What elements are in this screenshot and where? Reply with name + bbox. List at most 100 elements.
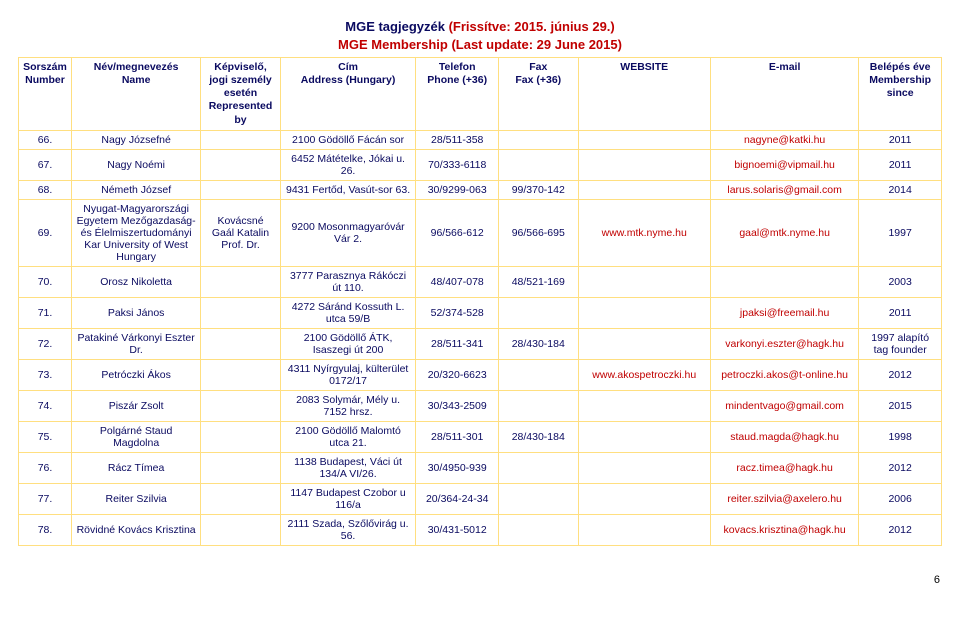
table-cell (578, 130, 710, 149)
table-cell: 2011 (859, 297, 942, 328)
table-cell: 2100 Gödöllő Malomtó utca 21. (280, 421, 416, 452)
table-cell: 1138 Budapest, Váci út 134/A VI/26. (280, 452, 416, 483)
table-cell: 48/407-078 (416, 266, 499, 297)
table-cell: 2100 Gödöllő ÁTK, Isaszegi út 200 (280, 328, 416, 359)
th-fax: FaxFax (+36) (499, 58, 578, 131)
table-cell (578, 297, 710, 328)
table-cell: 78. (19, 514, 72, 545)
table-cell: 30/9299-063 (416, 180, 499, 199)
table-cell: 2083 Solymár, Mély u. 7152 hrsz. (280, 390, 416, 421)
email-link[interactable]: bignoemi@vipmail.hu (734, 159, 835, 171)
website-link[interactable]: www.mtk.nyme.hu (602, 227, 687, 239)
title-en: MGE Membership (Last update: 29 June 201… (338, 37, 622, 52)
email-link[interactable]: mindentvago@gmail.com (725, 400, 844, 412)
table-cell: 74. (19, 390, 72, 421)
table-cell (499, 483, 578, 514)
table-cell: mindentvago@gmail.com (710, 390, 858, 421)
table-cell (201, 149, 280, 180)
table-cell: 2003 (859, 266, 942, 297)
table-cell: 4311 Nyírgyulaj, külterület 0172/17 (280, 359, 416, 390)
table-cell: 71. (19, 297, 72, 328)
table-cell: 70/333-6118 (416, 149, 499, 180)
table-cell (499, 390, 578, 421)
table-cell: 52/374-528 (416, 297, 499, 328)
table-row: 76.Rácz Tímea1138 Budapest, Váci út 134/… (19, 452, 942, 483)
table-cell: 2012 (859, 514, 942, 545)
table-cell: 70. (19, 266, 72, 297)
table-cell: 67. (19, 149, 72, 180)
email-link[interactable]: petroczki.akos@t-online.hu (721, 369, 848, 381)
table-cell (578, 514, 710, 545)
th-year: Belépés éveMembership since (859, 58, 942, 131)
email-link[interactable]: gaal@mtk.nyme.hu (739, 227, 830, 239)
email-link[interactable]: racz.timea@hagk.hu (736, 462, 832, 474)
table-cell: bignoemi@vipmail.hu (710, 149, 858, 180)
table-cell: reiter.szilvia@axelero.hu (710, 483, 858, 514)
table-row: 73.Petróczki Ákos4311 Nyírgyulaj, külter… (19, 359, 942, 390)
table-cell (578, 328, 710, 359)
table-cell (499, 297, 578, 328)
th-number: SorszámNumber (19, 58, 72, 131)
table-cell: 2100 Gödöllő Fácán sor (280, 130, 416, 149)
table-cell (201, 328, 280, 359)
table-cell: 28/430-184 (499, 421, 578, 452)
title-hu-suffix: (Frissítve: 2015. június 29.) (445, 19, 615, 34)
page-number: 6 (18, 574, 942, 586)
table-row: 66.Nagy Józsefné2100 Gödöllő Fácán sor28… (19, 130, 942, 149)
email-link[interactable]: jpaksi@freemail.hu (740, 307, 829, 319)
table-cell: 96/566-695 (499, 199, 578, 266)
table-cell: Orosz Nikoletta (71, 266, 200, 297)
table-row: 71.Paksi János4272 Sáránd Kossuth L. utc… (19, 297, 942, 328)
table-cell: 9200 Mosonmagyaróvár Vár 2. (280, 199, 416, 266)
table-cell: kovacs.krisztina@hagk.hu (710, 514, 858, 545)
table-cell: 2012 (859, 452, 942, 483)
table-cell: Rácz Tímea (71, 452, 200, 483)
table-row: 67.Nagy Noémi6452 Mátételke, Jókai u. 26… (19, 149, 942, 180)
table-cell: varkonyi.eszter@hagk.hu (710, 328, 858, 359)
table-cell: 77. (19, 483, 72, 514)
email-link[interactable]: nagyne@katki.hu (744, 134, 825, 146)
table-cell: 99/370-142 (499, 180, 578, 199)
table-cell (578, 266, 710, 297)
table-cell (201, 452, 280, 483)
th-email: E-mail (710, 58, 858, 131)
table-cell: 30/4950-939 (416, 452, 499, 483)
th-rep: Képviselő, jogi személy eseténRepresente… (201, 58, 280, 131)
table-cell: petroczki.akos@t-online.hu (710, 359, 858, 390)
table-cell: Petróczki Ákos (71, 359, 200, 390)
email-link[interactable]: varkonyi.eszter@hagk.hu (725, 338, 844, 350)
table-cell: 69. (19, 199, 72, 266)
table-cell: www.akospetroczki.hu (578, 359, 710, 390)
website-link[interactable]: www.akospetroczki.hu (592, 369, 696, 381)
table-cell (201, 297, 280, 328)
table-cell (499, 514, 578, 545)
table-cell (578, 149, 710, 180)
page-title: MGE tagjegyzék (Frissítve: 2015. június … (18, 18, 942, 53)
table-cell: 30/343-2509 (416, 390, 499, 421)
table-cell: 96/566-612 (416, 199, 499, 266)
table-cell (578, 421, 710, 452)
table-header-row: SorszámNumber Név/megnevezésName Képvise… (19, 58, 942, 131)
table-cell: Paksi János (71, 297, 200, 328)
email-link[interactable]: larus.solaris@gmail.com (727, 184, 842, 196)
table-cell: 2006 (859, 483, 942, 514)
table-body: 66.Nagy Józsefné2100 Gödöllő Fácán sor28… (19, 130, 942, 545)
table-cell (201, 514, 280, 545)
table-cell: www.mtk.nyme.hu (578, 199, 710, 266)
table-cell (201, 421, 280, 452)
table-cell: 2011 (859, 149, 942, 180)
table-cell (499, 452, 578, 483)
table-cell: Nagy Noémi (71, 149, 200, 180)
table-cell: Piszár Zsolt (71, 390, 200, 421)
table-row: 69.Nyugat-Magyarországi Egyetem Mezőgazd… (19, 199, 942, 266)
table-cell: racz.timea@hagk.hu (710, 452, 858, 483)
email-link[interactable]: staud.magda@hagk.hu (730, 431, 839, 443)
email-link[interactable]: reiter.szilvia@axelero.hu (727, 493, 842, 505)
table-cell: 2111 Szada, Szőlővirág u. 56. (280, 514, 416, 545)
table-cell (201, 180, 280, 199)
table-cell: 9431 Fertőd, Vasút-sor 63. (280, 180, 416, 199)
table-cell: 28/511-358 (416, 130, 499, 149)
email-link[interactable]: kovacs.krisztina@hagk.hu (724, 524, 846, 536)
table-cell: 1998 (859, 421, 942, 452)
table-cell: 28/430-184 (499, 328, 578, 359)
